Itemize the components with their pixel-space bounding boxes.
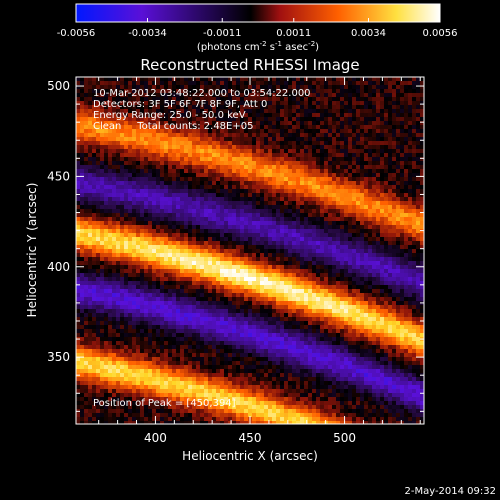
heatmap-image (76, 77, 424, 424)
x-tick-label: 500 (333, 431, 356, 445)
colorbar-units: (photons cm-2 s-1 asec-2) (197, 40, 319, 53)
colorbar-tick-label: -0.0011 (203, 28, 242, 39)
peak-position-label: Position of Peak = [450,394] (93, 398, 236, 409)
colorbar-tick-label: -0.0056 (57, 28, 96, 39)
colorbar-tick-label: 0.0034 (351, 28, 386, 39)
footer-date: 2-May-2014 09:32 (404, 486, 496, 497)
y-tick-label: 400 (47, 260, 70, 274)
annotation-clean-counts: Clean Total counts: 2.48E+05 (93, 121, 253, 132)
colorbar-tick-label: 0.0011 (276, 28, 311, 39)
y-axis-label: Heliocentric Y (arcsec) (25, 183, 39, 318)
y-tick-label: 350 (47, 350, 70, 364)
colorbar-gradient (75, 3, 441, 23)
observation-annotations: 10-Mar-2012 03:48:22.000 to 03:54:22.000… (93, 88, 311, 132)
x-tick-label: 450 (239, 431, 262, 445)
y-tick-label: 450 (47, 169, 70, 183)
colorbar: -0.0056 -0.0034 -0.0011 0.0011 0.0034 0.0056 … (57, 3, 458, 53)
colorbar-tick-label: -0.0034 (128, 28, 167, 39)
chart-title: Reconstructed RHESSI Image (140, 56, 359, 74)
x-tick-label: 400 (144, 431, 167, 445)
colorbar-ticks: -0.0056 -0.0034 -0.0011 0.0011 0.0034 0.0056 (57, 18, 458, 39)
y-tick-label: 500 (47, 79, 70, 93)
axis-ticks: 400 450 500 350 400 450 500 (47, 77, 424, 445)
annotation-detectors: Detectors: 3F 5F 6F 7F 8F 9F, Att 0 (93, 99, 267, 110)
x-axis-label: Heliocentric X (arcsec) (182, 449, 318, 463)
colorbar-tick-label: 0.0056 (423, 28, 458, 39)
annotation-time-range: 10-Mar-2012 03:48:22.000 to 03:54:22.000 (93, 88, 311, 99)
annotation-energy-range: Energy Range: 25.0 - 50.0 keV (93, 110, 246, 121)
